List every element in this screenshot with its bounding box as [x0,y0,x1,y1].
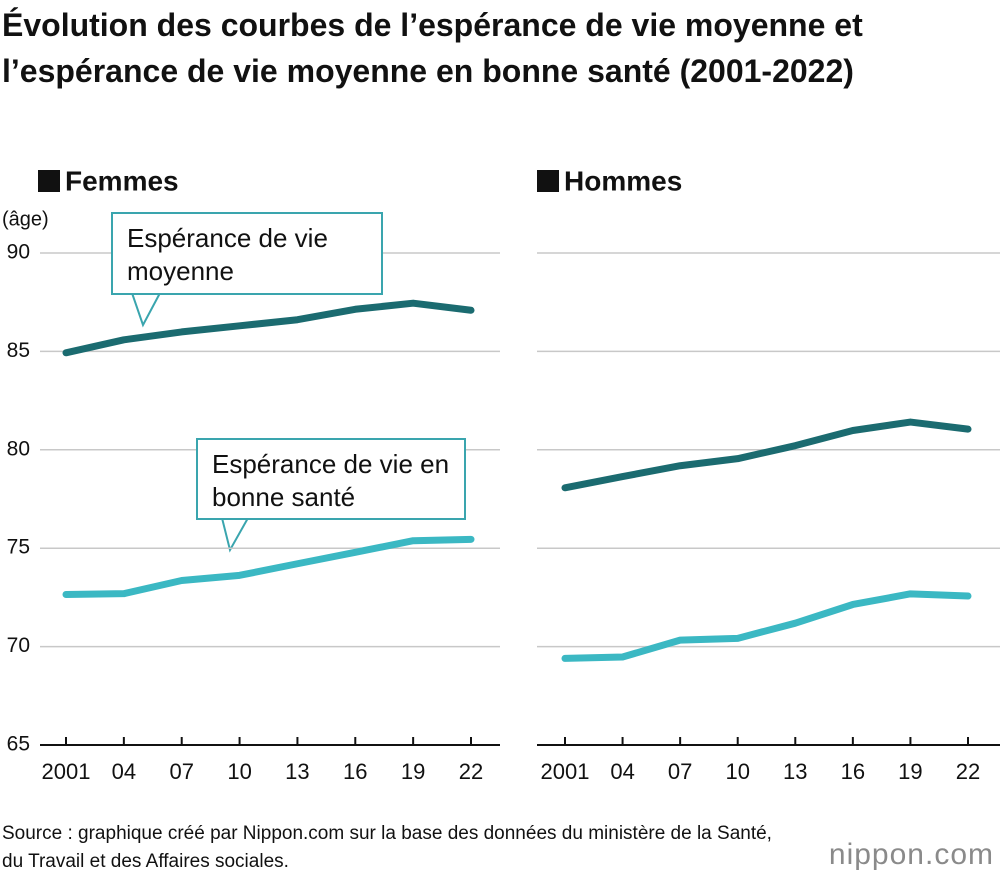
series-line [62,299,475,357]
y-tick-label: 65 [7,733,30,756]
y-tick-label: 70 [7,634,30,657]
title: Évolution des courbes de l’espérance de … [2,7,863,89]
panel-title: Femmes [65,165,179,196]
y-tick-label: 85 [7,339,30,362]
x-tick-label: 07 [169,759,193,784]
series-line [561,590,972,662]
x-tick-label: 16 [343,759,367,784]
x-tick-label: 10 [227,759,251,784]
callout: Espérance de vie moyenne [111,212,383,295]
callout-tail [221,517,249,553]
y-axis-label: (âge) [2,208,49,230]
source: Source : graphique créé par Nippon.com s… [2,823,772,872]
y-tick-label: 90 [7,241,30,264]
x-tick-label: 2001 [42,759,91,784]
x-tick-label: 07 [668,759,692,784]
series-line [561,418,972,492]
x-tick-label: 13 [783,759,807,784]
x-tick-label: 16 [841,759,865,784]
x-tick-label: 19 [898,759,922,784]
series-line [62,535,475,598]
legend-square [38,170,60,192]
callout: Espérance de vie en bonne santé [196,438,466,520]
x-tick-label: 22 [459,759,483,784]
callout-tail [131,292,161,328]
x-tick-label: 04 [112,759,136,784]
x-tick-label: 04 [610,759,634,784]
x-tick-label: 19 [401,759,425,784]
x-tick-label: 10 [725,759,749,784]
logo: nippon.com [828,838,994,871]
x-tick-label: 2001 [541,759,590,784]
panel-title: Hommes [564,165,682,196]
x-tick-label: 22 [956,759,980,784]
x-tick-label: 13 [285,759,309,784]
y-tick-label: 75 [7,536,30,559]
y-tick-label: 80 [7,437,30,460]
legend-square [537,170,559,192]
